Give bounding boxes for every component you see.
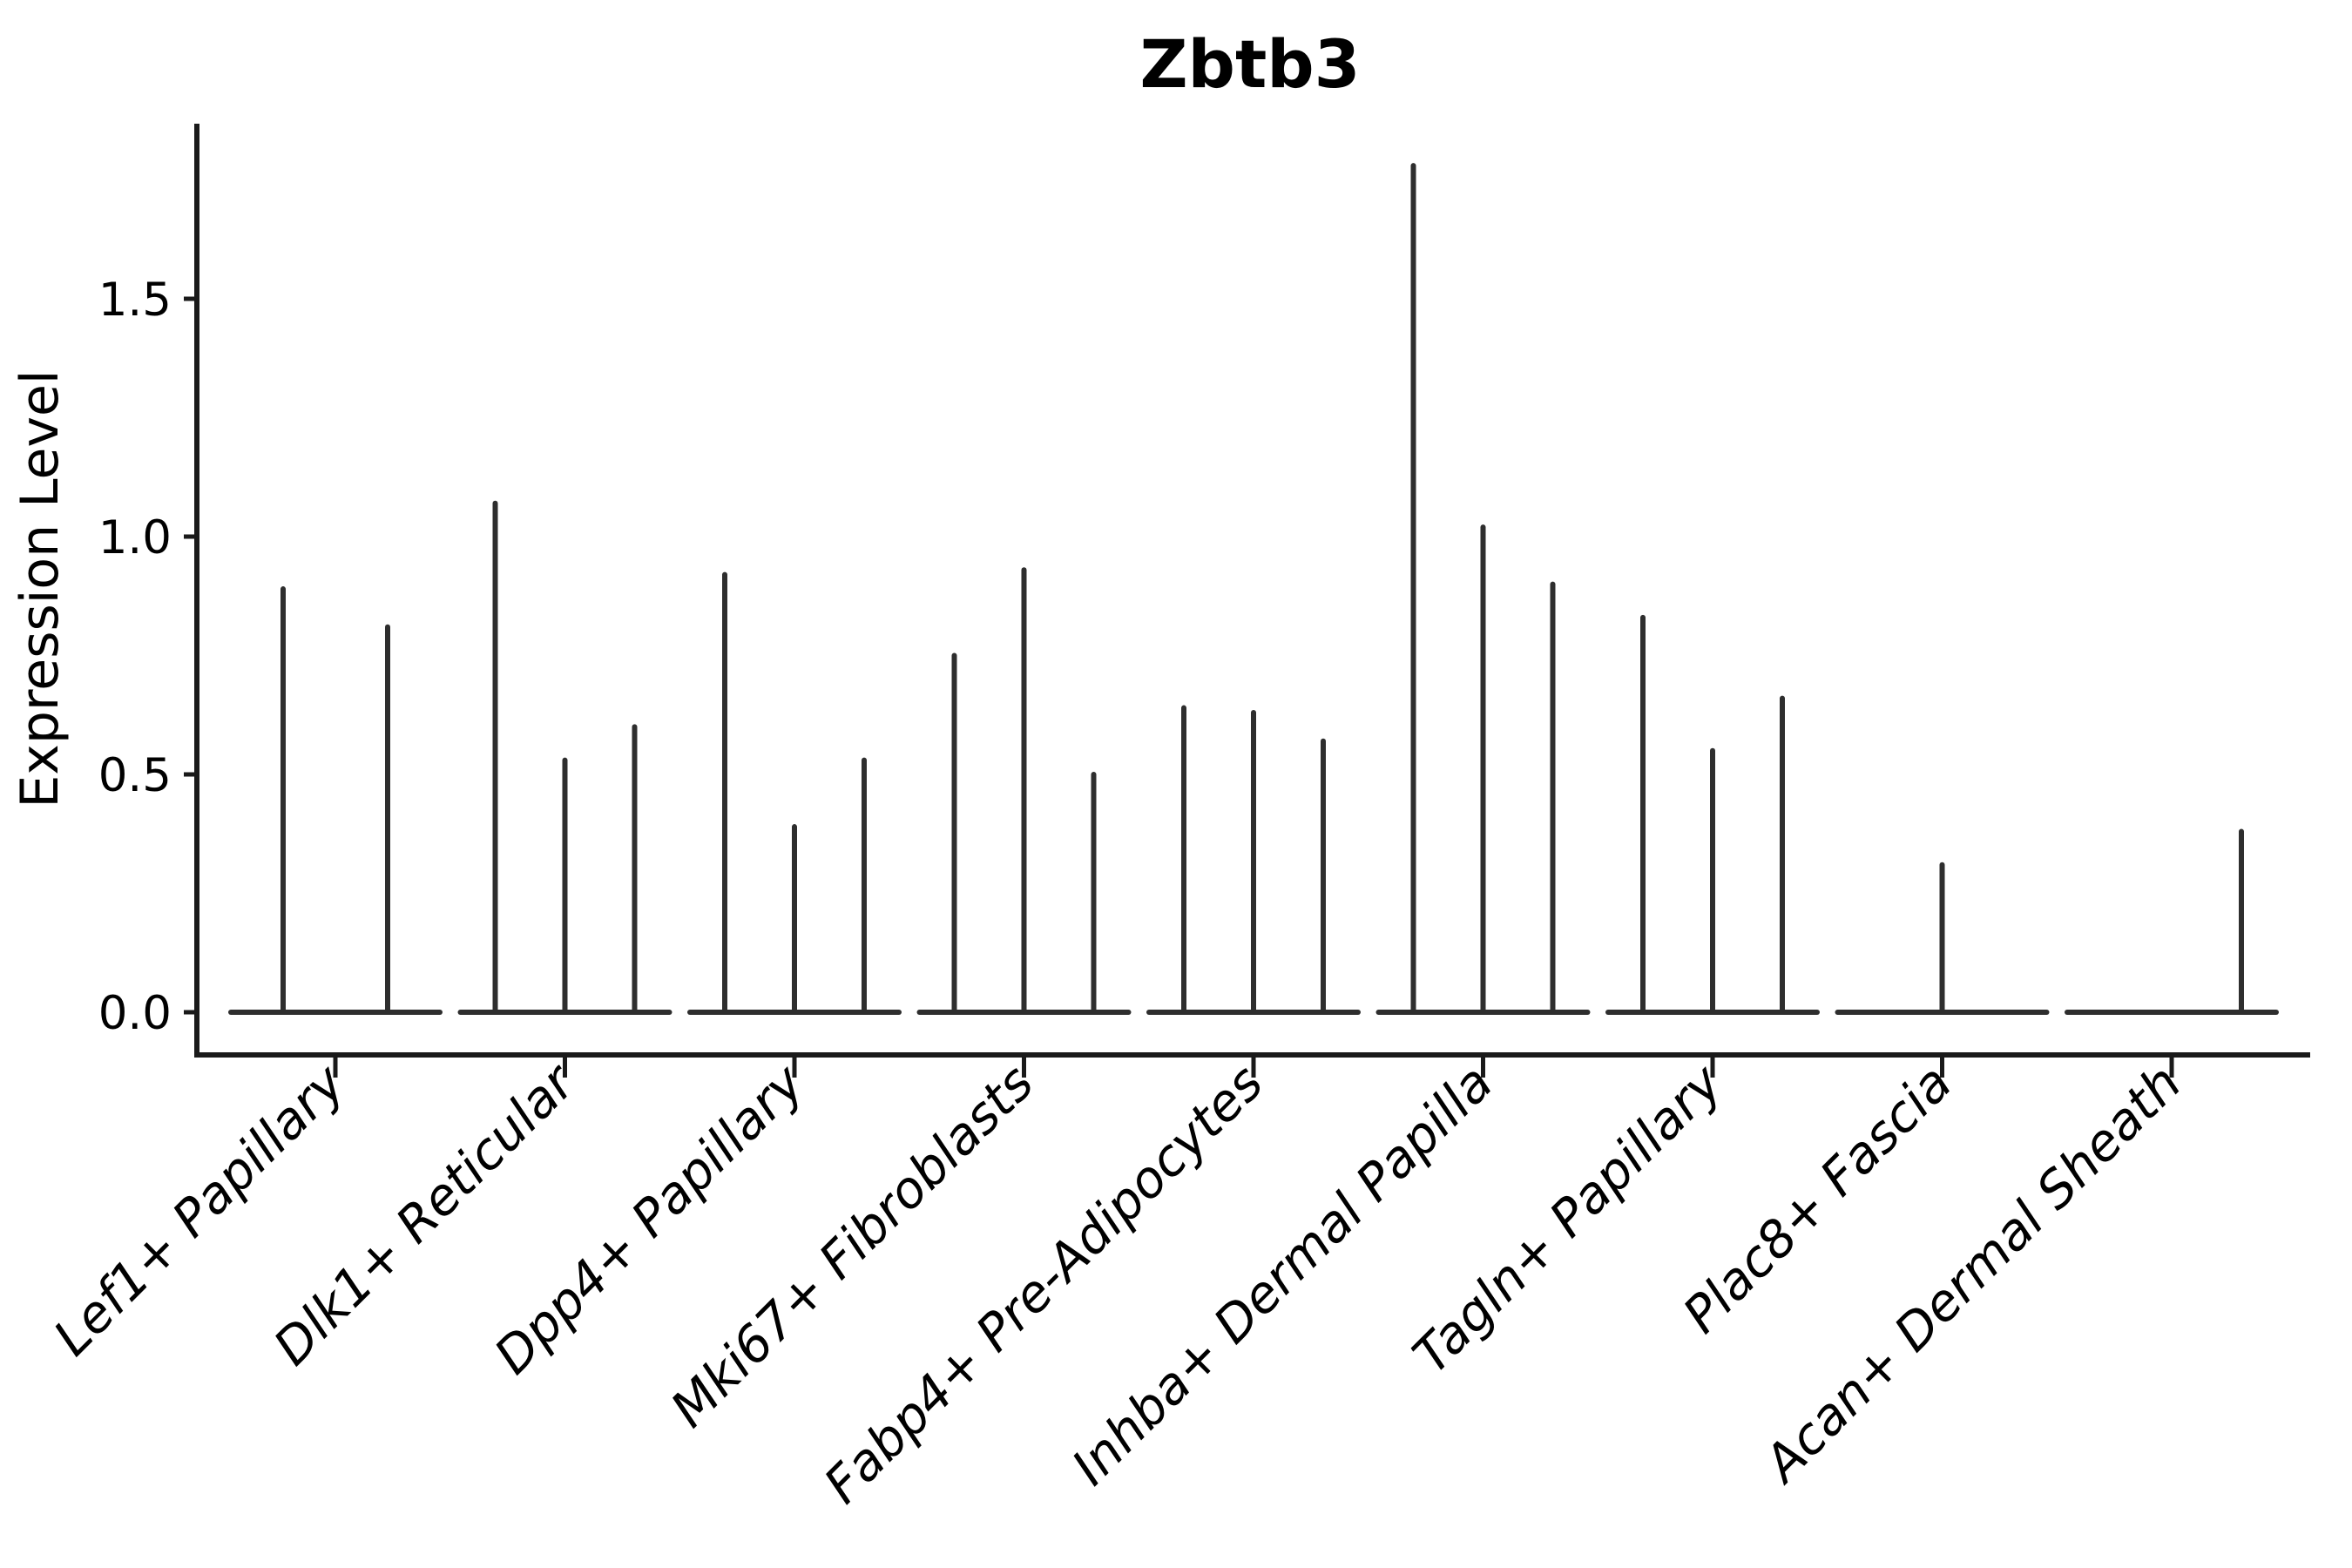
violin-group xyxy=(687,571,902,1015)
y-tick-label: 1.0 xyxy=(98,511,172,564)
y-tick-label: 1.5 xyxy=(98,274,172,327)
y-tick-label: 0.5 xyxy=(98,749,172,802)
violins xyxy=(228,163,2279,1015)
x-tick-label: Fabp4+ Pre-Adipocytes xyxy=(813,1053,1274,1515)
violin-group xyxy=(2065,828,2279,1015)
x-tick-label: Inhba+ Dermal Papilla xyxy=(1060,1053,1504,1497)
violin-group xyxy=(1605,614,1820,1015)
violin-group xyxy=(1146,705,1361,1015)
violin-group xyxy=(1835,862,2050,1015)
plot-title: Zbtb3 xyxy=(1139,25,1360,103)
x-tick-label: Acan+ Dermal Sheath xyxy=(1750,1053,2193,1496)
violin-group xyxy=(228,586,443,1015)
violin-group xyxy=(916,567,1132,1015)
y-axis-ticks: 0.0 0.5 1.0 1.5 xyxy=(98,274,197,1040)
violin-group xyxy=(1375,163,1591,1015)
y-tick-label: 0.0 xyxy=(98,987,172,1040)
y-axis-label: Expression Level xyxy=(10,369,71,808)
violin-group xyxy=(457,500,672,1015)
